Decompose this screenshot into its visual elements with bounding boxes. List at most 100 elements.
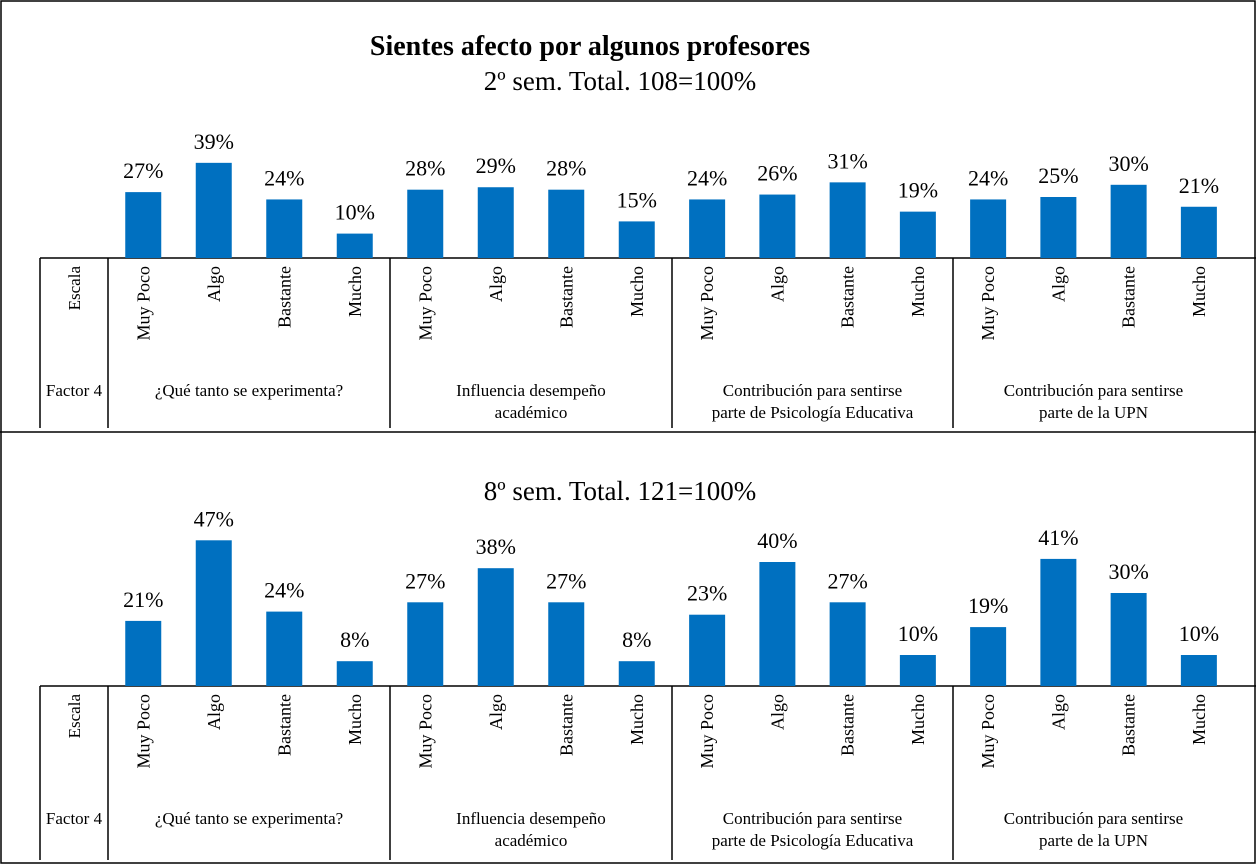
x-tick-label: Bastante [556,266,576,328]
bar [899,211,936,258]
data-label: 8% [622,627,651,652]
bar [266,199,303,258]
x-tick-label: Muy Poco [133,266,153,341]
x-tick-label: Mucho [627,266,647,317]
data-label: 30% [1108,559,1148,584]
data-label: 26% [757,161,797,186]
bar [548,189,585,258]
data-label: 31% [827,148,867,173]
bar [477,187,514,258]
x-tick-label: Muy Poco [697,694,717,769]
bar [477,568,514,686]
bar [1040,558,1077,686]
bar [1180,655,1217,686]
x-tick-label: Algo [767,266,787,302]
bar [1040,197,1077,258]
x-tick-label: Algo [486,266,506,302]
group-label: Contribución para sentirse parte de Psic… [711,809,914,850]
data-label: 10% [898,621,938,646]
x-tick-label: Muy Poco [415,266,435,341]
x-tick-label: Mucho [908,694,928,745]
data-label: 8% [340,627,369,652]
group-label: Contribución para sentirse parte de la U… [1003,809,1184,850]
bar [195,540,232,686]
bar [125,192,162,258]
x-tick-label: Muy Poco [133,694,153,769]
bar [407,189,444,258]
group-label: Contribución para sentirse parte de Psic… [711,381,914,422]
x-tick-label: Bastante [1119,266,1139,328]
bar [970,627,1007,686]
bar [1110,184,1147,258]
bar [1180,206,1217,258]
bar [125,620,162,686]
bar [407,602,444,686]
bar [899,655,936,686]
factor-label: Factor 4 [45,809,103,828]
data-label: 27% [123,158,163,183]
x-tick-label: Algo [486,694,506,730]
bar [759,562,796,686]
data-label: 28% [546,156,586,181]
group-label: Influencia desempeño académico [456,381,606,422]
data-label: 24% [264,578,304,603]
x-tick-label: Bastante [556,694,576,756]
bar [970,199,1007,258]
x-tick-label: Bastante [1119,694,1139,756]
data-label: 38% [476,534,516,559]
data-label: 27% [827,568,867,593]
scale-label: Escala [65,694,84,739]
factor-label: Factor 4 [45,381,103,400]
data-label: 24% [264,165,304,190]
scale-label: Escala [65,266,84,311]
x-tick-label: Bastante [838,266,858,328]
chart-subtitle: 8º sem. Total. 121=100% [484,476,756,506]
data-label: 24% [687,165,727,190]
data-label: 10% [335,200,375,225]
x-tick-label: Algo [1048,694,1068,730]
group-label: ¿Qué tanto se experimenta? [154,381,344,400]
data-label: 23% [687,581,727,606]
x-tick-label: Algo [1048,266,1068,302]
group-label: Influencia desempeño académico [456,809,606,850]
data-label: 15% [617,187,657,212]
x-tick-label: Bastante [274,266,294,328]
bar [336,661,373,686]
data-label: 10% [1179,621,1219,646]
x-tick-label: Algo [204,694,224,730]
group-label: Contribución para sentirse parte de la U… [1003,381,1184,422]
bar [195,162,232,258]
data-label: 40% [757,528,797,553]
data-label: 41% [1038,525,1078,550]
x-tick-label: Muy Poco [978,694,998,769]
bar [759,194,796,258]
bar [266,611,303,686]
data-label: 39% [194,129,234,154]
x-tick-label: Mucho [908,266,928,317]
x-tick-label: Muy Poco [415,694,435,769]
data-label: 47% [194,506,234,531]
data-label: 29% [476,153,516,178]
data-label: 24% [968,165,1008,190]
x-tick-label: Bastante [838,694,858,756]
group-label: ¿Qué tanto se experimenta? [154,809,344,828]
data-label: 19% [898,178,938,203]
data-label: 25% [1038,163,1078,188]
x-tick-label: Muy Poco [978,266,998,341]
data-label: 28% [405,156,445,181]
x-tick-label: Algo [767,694,787,730]
chart-title: Sientes afecto por algunos profesores [370,31,810,62]
x-tick-label: Mucho [1189,266,1209,317]
x-tick-label: Mucho [345,266,365,317]
bar [336,233,373,258]
x-tick-label: Algo [204,266,224,302]
data-label: 21% [123,587,163,612]
bar [1110,593,1147,686]
data-label: 30% [1108,151,1148,176]
data-label: 19% [968,593,1008,618]
data-label: 27% [546,568,586,593]
bar [829,602,866,686]
bar [548,602,585,686]
